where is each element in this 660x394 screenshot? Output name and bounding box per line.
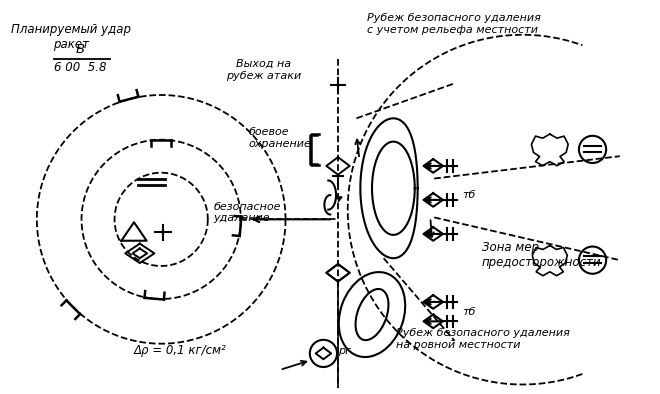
Text: Планируемый удар
ракет: Планируемый удар ракет	[11, 23, 131, 51]
Text: рг: рг	[338, 346, 351, 356]
Text: Выход на
рубеж атаки: Выход на рубеж атаки	[226, 59, 301, 81]
Text: тб: тб	[463, 307, 476, 317]
Text: 6 00  5.8: 6 00 5.8	[54, 61, 107, 74]
Text: Рубеж безопасного удаления
на ровной местности: Рубеж безопасного удаления на ровной мес…	[396, 328, 570, 350]
Text: Δρ = 0,1 кг/см²: Δρ = 0,1 кг/см²	[134, 344, 227, 357]
Text: B: B	[76, 43, 85, 56]
Text: безопасное
удаление: безопасное удаление	[214, 202, 281, 223]
Text: Зона мер
предосторожности: Зона мер предосторожности	[482, 241, 601, 269]
Text: тб: тб	[463, 190, 476, 200]
Text: боевое
охранение: боевое охранение	[249, 127, 312, 149]
Text: Рубеж безопасного удаления
с учетом рельефа местности: Рубеж безопасного удаления с учетом рель…	[367, 13, 541, 35]
